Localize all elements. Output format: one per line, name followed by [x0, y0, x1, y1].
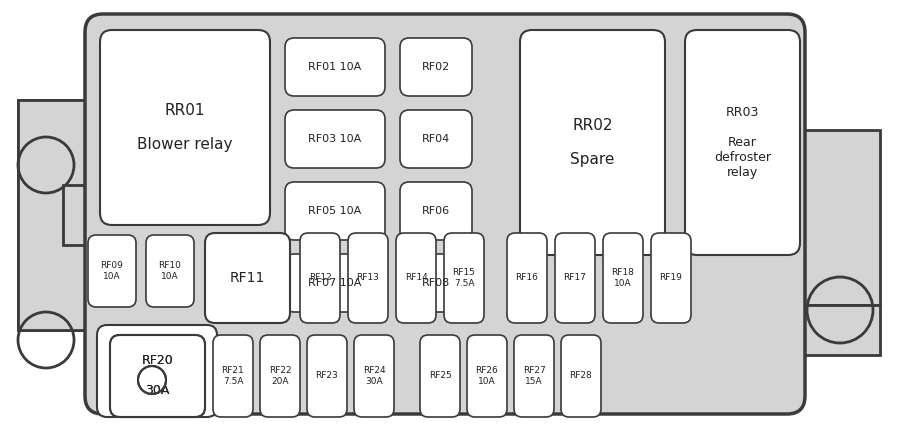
- Text: RF24
30A: RF24 30A: [363, 366, 385, 386]
- FancyBboxPatch shape: [88, 235, 136, 307]
- Text: RF21
7.5A: RF21 7.5A: [221, 366, 245, 386]
- Text: RR01

Blower relay: RR01 Blower relay: [137, 103, 233, 152]
- FancyBboxPatch shape: [97, 325, 217, 417]
- Text: RF14: RF14: [405, 274, 428, 283]
- Text: RR02

Spare: RR02 Spare: [571, 118, 615, 167]
- Text: RF25: RF25: [428, 372, 452, 381]
- Text: RF12: RF12: [309, 274, 331, 283]
- Text: RF26
10A: RF26 10A: [475, 366, 499, 386]
- FancyBboxPatch shape: [146, 235, 194, 307]
- FancyBboxPatch shape: [467, 335, 507, 417]
- Text: RF06: RF06: [422, 206, 450, 216]
- FancyBboxPatch shape: [396, 233, 436, 323]
- Polygon shape: [800, 305, 880, 355]
- FancyBboxPatch shape: [300, 233, 340, 323]
- Text: RF17: RF17: [563, 274, 587, 283]
- Text: RF19: RF19: [660, 274, 682, 283]
- Text: RF10
10A: RF10 10A: [158, 261, 182, 281]
- Text: RF16: RF16: [516, 274, 538, 283]
- Text: RF23: RF23: [316, 372, 338, 381]
- Text: RF01 10A: RF01 10A: [309, 62, 362, 72]
- FancyBboxPatch shape: [400, 182, 472, 240]
- FancyBboxPatch shape: [561, 335, 601, 417]
- Text: RF27
15A: RF27 15A: [523, 366, 545, 386]
- FancyBboxPatch shape: [110, 335, 205, 417]
- FancyBboxPatch shape: [444, 233, 484, 323]
- Text: RF02: RF02: [422, 62, 450, 72]
- FancyBboxPatch shape: [507, 233, 547, 323]
- FancyBboxPatch shape: [85, 14, 805, 414]
- FancyBboxPatch shape: [555, 233, 595, 323]
- Text: RF13: RF13: [356, 274, 380, 283]
- FancyBboxPatch shape: [400, 254, 472, 312]
- FancyBboxPatch shape: [285, 38, 385, 96]
- Text: RF28: RF28: [570, 372, 592, 381]
- FancyBboxPatch shape: [18, 100, 88, 330]
- FancyBboxPatch shape: [348, 233, 388, 323]
- Text: RR03

Rear
defroster
relay: RR03 Rear defroster relay: [714, 106, 771, 179]
- Text: RF03 10A: RF03 10A: [309, 134, 362, 144]
- FancyBboxPatch shape: [420, 335, 460, 417]
- FancyBboxPatch shape: [603, 233, 643, 323]
- FancyBboxPatch shape: [213, 335, 253, 417]
- FancyBboxPatch shape: [285, 110, 385, 168]
- FancyBboxPatch shape: [651, 233, 691, 323]
- Text: RF22
20A: RF22 20A: [269, 366, 292, 386]
- Text: RF08: RF08: [422, 278, 450, 288]
- FancyBboxPatch shape: [285, 182, 385, 240]
- Text: RF11: RF11: [230, 271, 266, 285]
- Text: RF04: RF04: [422, 134, 450, 144]
- FancyBboxPatch shape: [307, 335, 347, 417]
- FancyBboxPatch shape: [260, 335, 300, 417]
- FancyBboxPatch shape: [100, 30, 270, 225]
- Polygon shape: [18, 100, 88, 330]
- FancyBboxPatch shape: [285, 254, 385, 312]
- Text: RF15
7.5A: RF15 7.5A: [453, 268, 475, 288]
- Text: RF20

30A: RF20 30A: [141, 354, 174, 398]
- FancyBboxPatch shape: [400, 110, 472, 168]
- FancyBboxPatch shape: [400, 38, 472, 96]
- FancyBboxPatch shape: [520, 30, 665, 255]
- Text: RF20

30A: RF20 30A: [141, 354, 174, 398]
- Text: RF09
10A: RF09 10A: [101, 261, 123, 281]
- Text: RF05 10A: RF05 10A: [309, 206, 362, 216]
- FancyBboxPatch shape: [205, 233, 290, 323]
- Text: RF07 10A: RF07 10A: [309, 278, 362, 288]
- FancyBboxPatch shape: [685, 30, 800, 255]
- FancyBboxPatch shape: [110, 335, 205, 417]
- Text: RF18
10A: RF18 10A: [612, 268, 634, 288]
- Polygon shape: [800, 130, 880, 305]
- FancyBboxPatch shape: [354, 335, 394, 417]
- FancyBboxPatch shape: [514, 335, 554, 417]
